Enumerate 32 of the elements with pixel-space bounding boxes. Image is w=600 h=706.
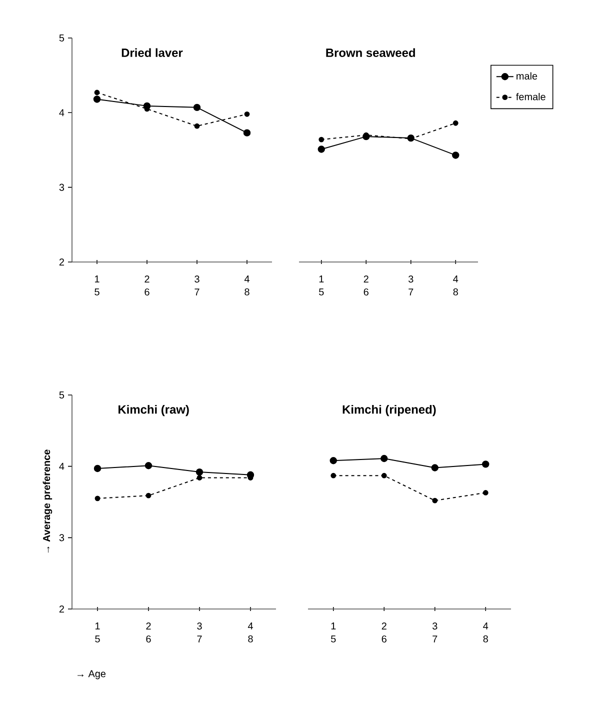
y-tick-label: 3: [59, 534, 64, 542]
y-tick-label: 4: [59, 109, 64, 116]
x-tick-label: 2 6: [146, 622, 151, 643]
x-tick-label: 3 7: [194, 276, 200, 296]
x-tick-label: 2 6: [382, 622, 386, 643]
y-tick-label: 2: [59, 606, 64, 612]
x-tick-label: 1 5: [331, 622, 336, 642]
y-tick-label: 3: [59, 184, 64, 191]
x-tick-label: 4 8: [453, 276, 458, 296]
x-tick-label: 1 5: [94, 276, 100, 296]
x-tick-label: 3 7: [197, 622, 202, 642]
x-tick-label: 4 8: [483, 622, 488, 642]
x-tick-label: 2 6: [364, 276, 368, 296]
y-tick-label: 2: [59, 258, 64, 266]
x-tick-label: 1 5: [319, 276, 324, 296]
legend-label: male: [516, 72, 538, 80]
y-tick-label: 5: [59, 34, 64, 42]
x-tick-label: 4 8: [248, 622, 253, 642]
x-tick-label: 1 5: [95, 622, 100, 642]
text: Kimchi (ripened): [342, 404, 436, 416]
x-tick-label: 2 6: [144, 276, 150, 296]
y-tick-label: 4: [59, 462, 64, 470]
text: Brown seaweed: [326, 48, 415, 58]
x-axis-title: → Age: [78, 670, 106, 680]
legend-label: female: [516, 92, 546, 100]
x-tick-label: 4 8: [244, 276, 250, 296]
x-tick-label: 3 7: [408, 276, 414, 296]
text: Dried laver: [122, 48, 183, 58]
text: Kimchi (raw): [118, 404, 189, 416]
y-tick-label: 5: [59, 392, 64, 398]
x-tick-label: 3 7: [432, 622, 438, 642]
y-axis-title: → Average preference: [42, 450, 52, 553]
